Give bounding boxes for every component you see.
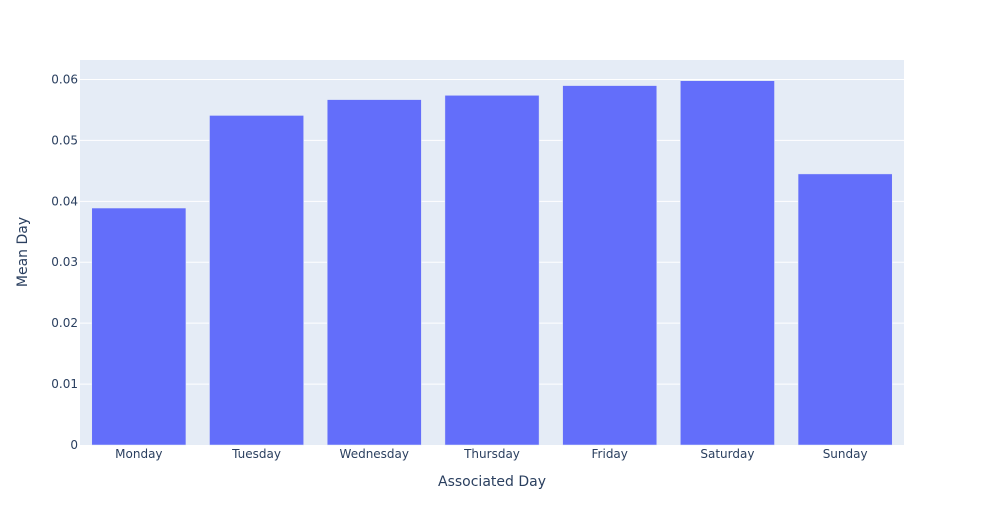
y-tick-label: 0.01 (51, 377, 78, 391)
bar-friday (562, 85, 658, 446)
x-axis-title: Associated Day (438, 474, 546, 490)
y-tick-label: 0.03 (51, 255, 78, 269)
bar-tuesday (209, 115, 304, 446)
x-tick-label: Tuesday (231, 447, 281, 461)
x-tick-label: Wednesday (340, 447, 409, 461)
x-tick-label: Monday (115, 447, 162, 461)
x-tick-label: Saturday (700, 447, 754, 461)
x-tick-label: Sunday (823, 447, 868, 461)
x-tick-label: Thursday (463, 447, 520, 461)
x-tick-labels: Monday Tuesday Wednesday Thursday Friday Satu… (115, 447, 867, 461)
y-tick-label: 0.05 (51, 133, 78, 147)
bar-wednesday (326, 99, 422, 446)
bar-sunday (797, 173, 893, 446)
bars (91, 80, 893, 446)
y-tick-label: 0 (70, 438, 78, 452)
y-tick-label: 0.04 (51, 194, 78, 208)
y-tick-labels: 0 0.01 0.02 0.03 0.04 0.05 0.06 (51, 72, 78, 452)
x-tick-label: Friday (592, 447, 628, 461)
y-axis-title: Mean Day (15, 217, 31, 287)
y-tick-label: 0.02 (51, 316, 78, 330)
bar-thursday (444, 95, 540, 446)
bar-monday (91, 207, 187, 446)
bar-saturday (680, 80, 775, 446)
y-tick-label: 0.06 (51, 72, 78, 86)
